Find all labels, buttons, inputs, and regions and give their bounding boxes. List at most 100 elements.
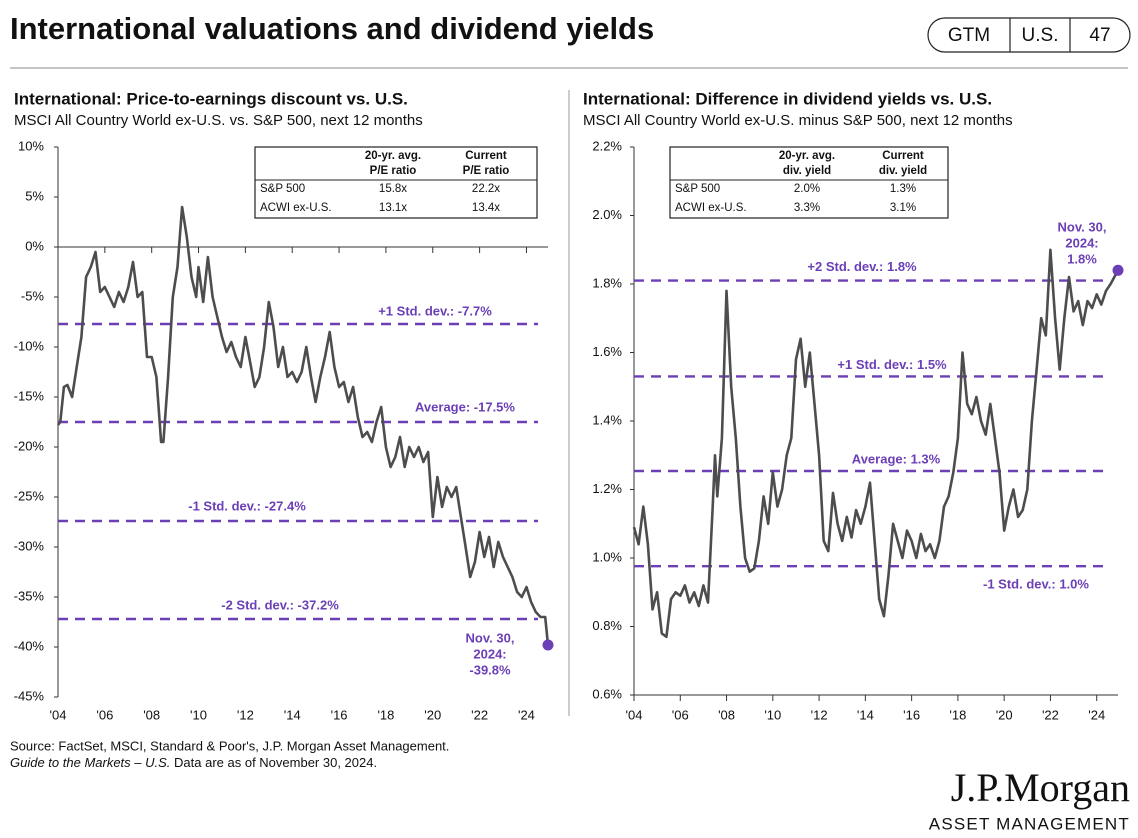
y-tick-label: 1.4% (592, 412, 622, 427)
table-row-label: S&P 500 (260, 183, 305, 195)
x-tick-label: '08 (718, 707, 735, 722)
page-title: International valuations and dividend yi… (10, 11, 654, 46)
end-point (542, 639, 554, 651)
table-header: 20-yr. avg. (365, 150, 421, 162)
y-tick-label: -30% (14, 538, 45, 553)
x-tick-label: '18 (377, 707, 394, 722)
x-tick-label: '24 (1088, 707, 1105, 722)
table-frame (254, 146, 538, 219)
table-cell: 1.3% (890, 183, 916, 195)
x-tick-label: '22 (1042, 707, 1059, 722)
table-row-label: ACWI ex-U.S. (260, 202, 332, 214)
y-tick-label: 1.2% (592, 481, 622, 496)
table-cell: 15.8x (379, 183, 407, 195)
x-tick-label: '16 (331, 707, 348, 722)
reference-label: Average: 1.3% (852, 451, 941, 466)
source-note: Source: FactSet, MSCI, Standard & Poor's… (10, 738, 449, 753)
x-tick-label: '12 (237, 707, 254, 722)
as-of: Data are as of November 30, 2024. (170, 755, 377, 770)
x-tick-label: '20 (424, 707, 441, 722)
chart-title: International: Difference in dividend yi… (583, 89, 992, 108)
x-tick-label: '18 (949, 707, 966, 722)
reference-label: Average: -17.5% (415, 399, 515, 414)
reference-label: +1 Std. dev.: -7.7% (378, 303, 492, 318)
y-tick-label: 0% (25, 238, 44, 253)
y-tick-label: -15% (14, 388, 45, 403)
y-tick-label: -35% (14, 588, 45, 603)
x-tick-label: '06 (96, 707, 113, 722)
table-cell: 13.4x (472, 202, 500, 214)
x-tick-label: '16 (903, 707, 920, 722)
reference-label: -1 Std. dev.: -27.4% (188, 498, 306, 513)
x-tick-label: '14 (284, 707, 301, 722)
table-row-label: S&P 500 (675, 183, 720, 195)
table-header: Current (465, 150, 507, 162)
annotation-value: -39.8% (469, 662, 511, 677)
chart-title: International: Price-to-earnings discoun… (14, 89, 408, 108)
badge-frame (927, 17, 1131, 53)
chart-subtitle: MSCI All Country World ex-U.S. minus S&P… (583, 112, 1013, 129)
date-note: Guide to the Markets – U.S. Data are as … (10, 755, 377, 770)
x-tick-label: '10 (190, 707, 207, 722)
y-tick-label: 1.8% (592, 275, 622, 290)
annotation-text: 2024: (1065, 235, 1098, 250)
y-tick-label: 2.0% (592, 207, 622, 222)
badge-label: 47 (1089, 25, 1110, 46)
chart-subtitle: MSCI All Country World ex-U.S. vs. S&P 5… (14, 112, 423, 129)
table-header: div. yield (879, 165, 927, 177)
y-tick-label: 0.8% (592, 618, 622, 633)
x-tick-label: '14 (857, 707, 874, 722)
table-cell: 3.1% (890, 202, 916, 214)
y-tick-label: -10% (14, 338, 45, 353)
x-tick-label: '04 (626, 707, 643, 722)
reference-label: -1 Std. dev.: 1.0% (983, 577, 1089, 592)
table-row-label: ACWI ex-U.S. (675, 202, 747, 214)
badge-label: GTM (948, 25, 990, 46)
y-tick-label: 2.2% (592, 138, 622, 153)
annotation-text: Nov. 30, (466, 630, 515, 645)
guide-name: Guide to the Markets – U.S. (10, 755, 170, 770)
y-tick-label: -40% (14, 638, 45, 653)
end-point (1112, 264, 1124, 276)
table-cell: 2.0% (794, 183, 820, 195)
table-frame (669, 146, 949, 219)
x-tick-label: '10 (764, 707, 781, 722)
x-tick-label: '12 (811, 707, 828, 722)
table-cell: 13.1x (379, 202, 407, 214)
table-header: 20-yr. avg. (779, 150, 835, 162)
x-tick-label: '24 (518, 707, 535, 722)
table-header: P/E ratio (463, 165, 510, 177)
x-tick-label: '20 (996, 707, 1013, 722)
reference-label: +2 Std. dev.: 1.8% (807, 259, 917, 274)
annotation-value: 1.8% (1067, 251, 1097, 266)
y-tick-label: 1.6% (592, 344, 622, 359)
y-tick-label: -20% (14, 438, 45, 453)
x-tick-label: '06 (672, 707, 689, 722)
data-line (56, 205, 550, 646)
y-tick-label: 1.0% (592, 549, 622, 564)
data-line (632, 248, 1120, 639)
table-header: P/E ratio (370, 165, 417, 177)
x-tick-label: '08 (143, 707, 160, 722)
table-header: Current (882, 150, 924, 162)
y-tick-label: -25% (14, 488, 45, 503)
x-tick-label: '04 (50, 707, 67, 722)
annotation-text: 2024: (473, 646, 506, 661)
logo-sub: ASSET MANAGEMENT (929, 814, 1130, 833)
reference-label: +1 Std. dev.: 1.5% (837, 357, 947, 372)
y-tick-label: -45% (14, 688, 45, 703)
badge-label: U.S. (1022, 25, 1059, 46)
y-tick-label: 0.6% (592, 686, 622, 701)
y-tick-label: 5% (25, 188, 44, 203)
y-tick-label: -5% (21, 288, 45, 303)
reference-label: -2 Std. dev.: -37.2% (221, 597, 339, 612)
table-cell: 3.3% (794, 202, 820, 214)
y-tick-label: 10% (18, 138, 44, 153)
x-tick-label: '22 (471, 707, 488, 722)
table-cell: 22.2x (472, 183, 500, 195)
annotation-text: Nov. 30, (1058, 219, 1107, 234)
logo-name: J.P.Morgan (951, 765, 1130, 810)
table-header: div. yield (783, 165, 831, 177)
